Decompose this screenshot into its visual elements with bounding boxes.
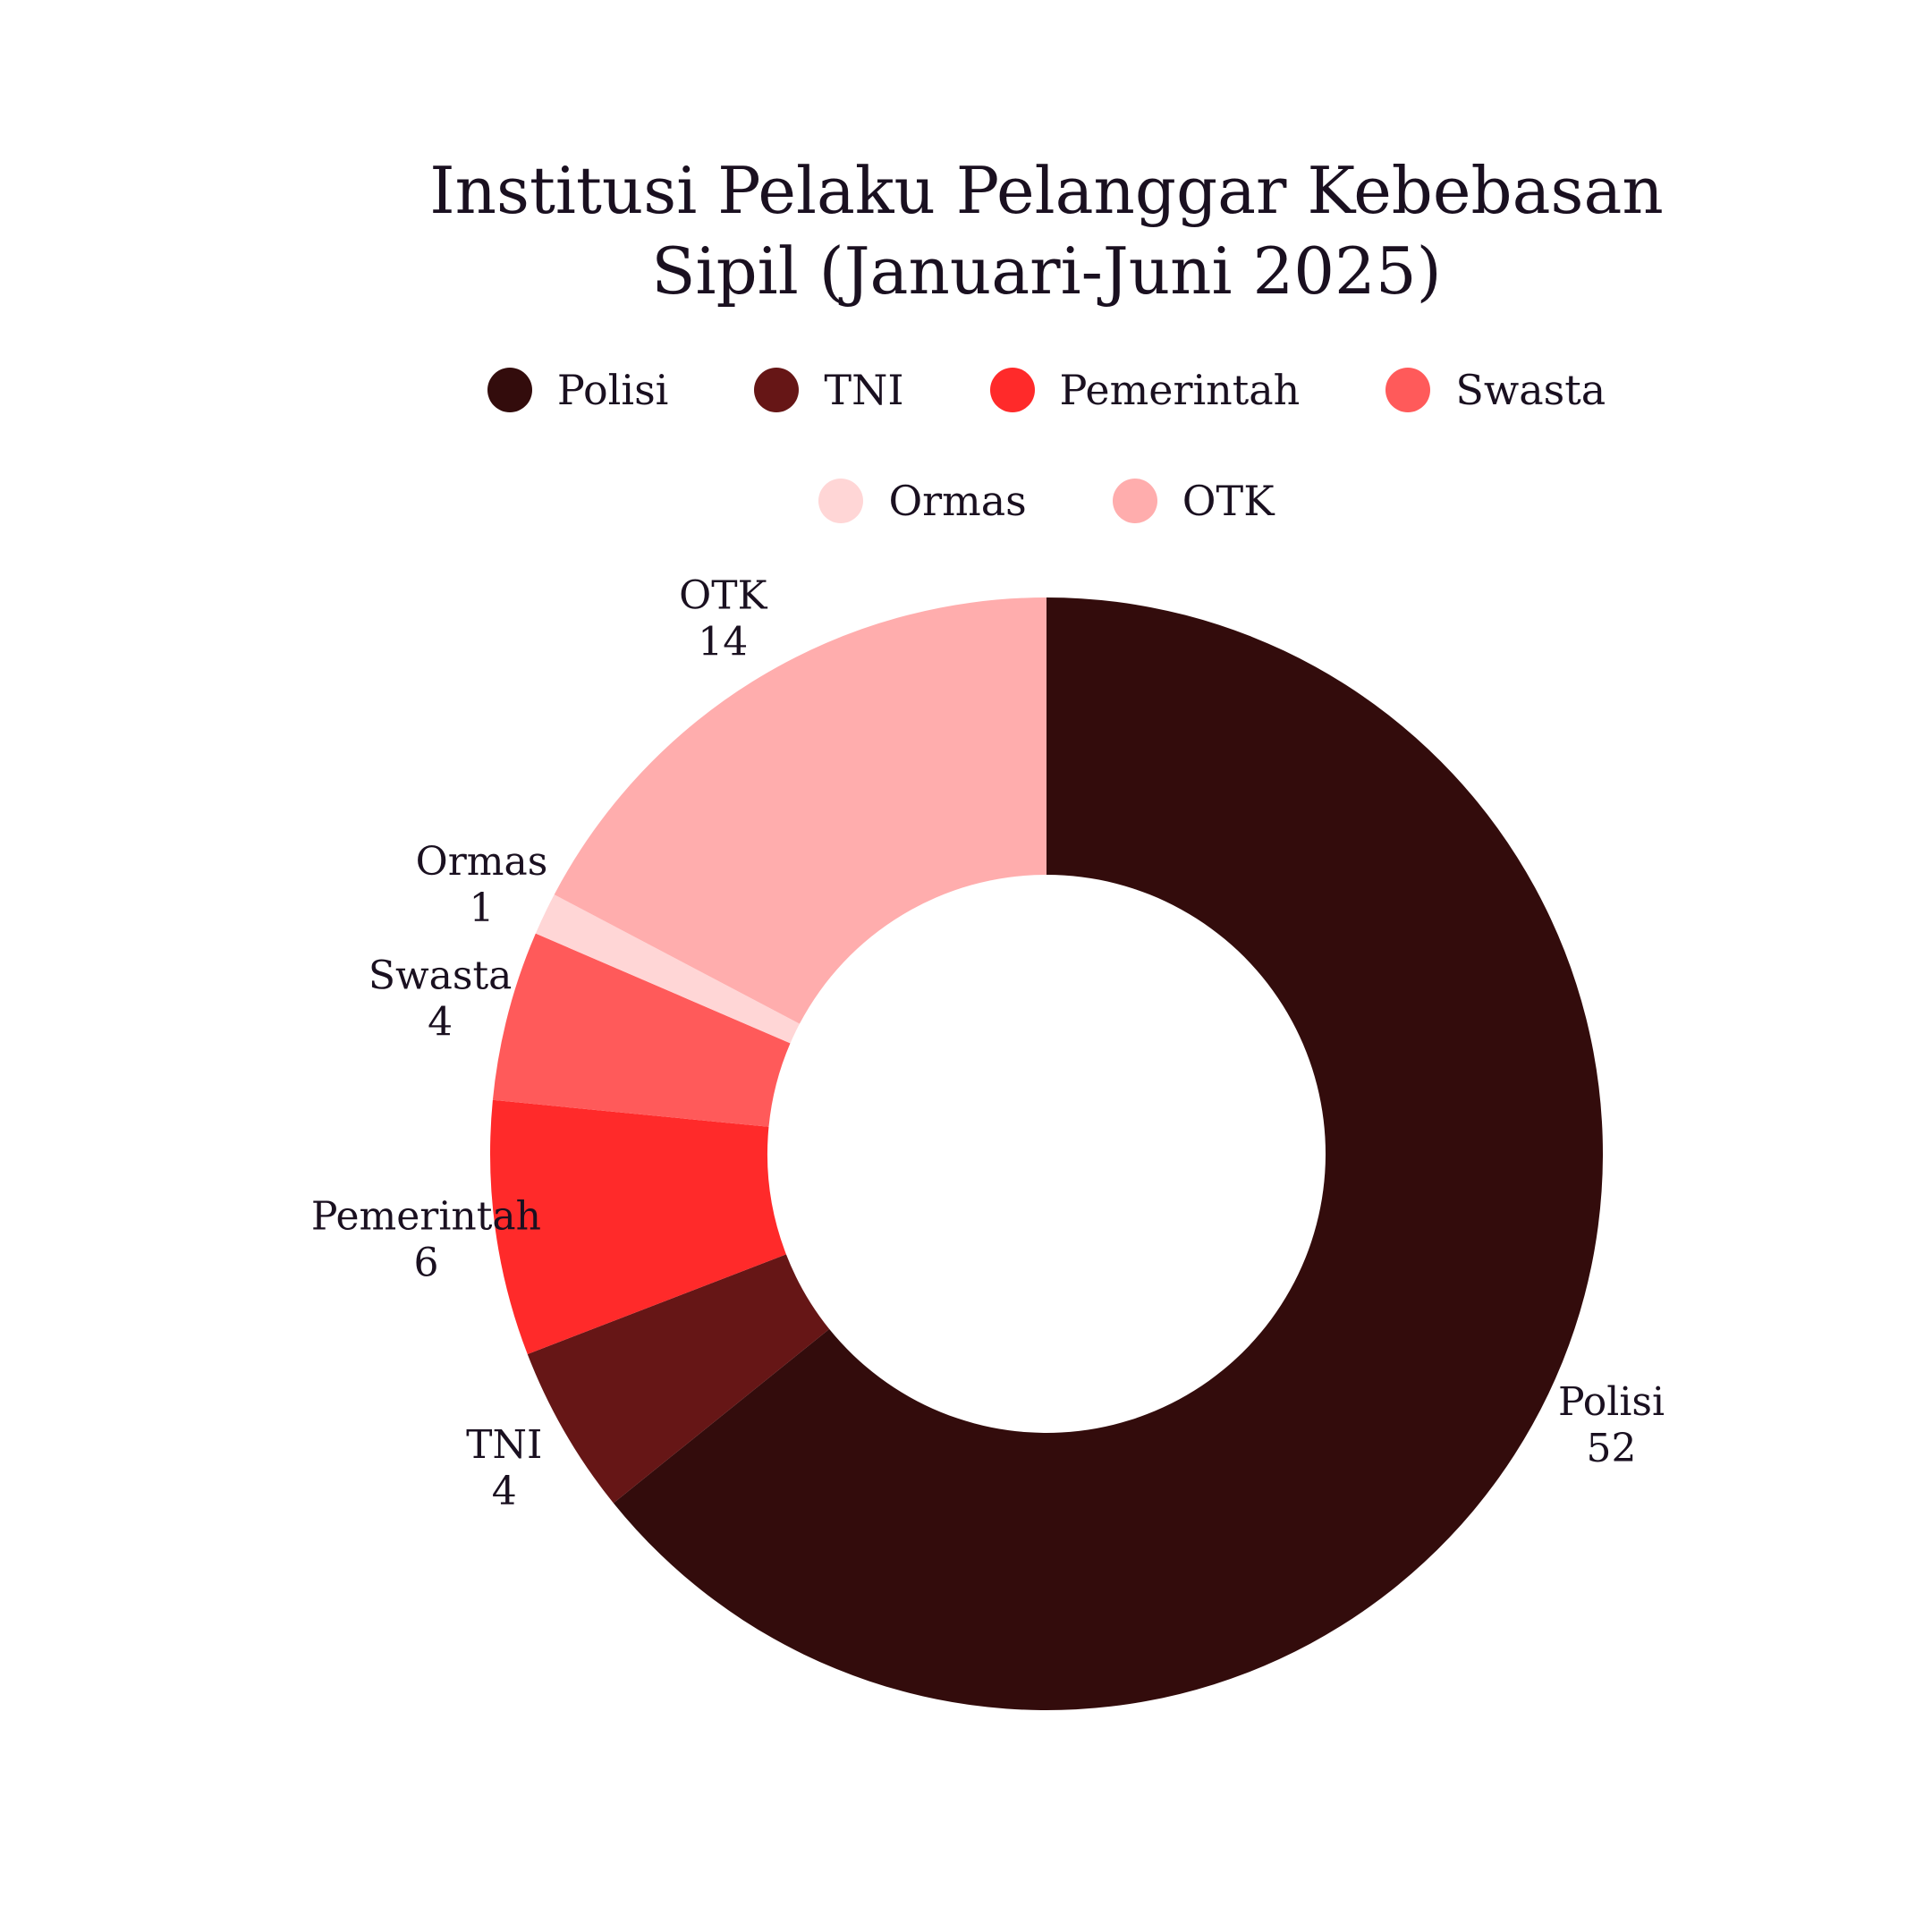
legend-label-swasta: Swasta [1455, 366, 1606, 414]
slice-polisi[interactable] [613, 597, 1604, 1711]
legend-item-ormas[interactable]: Ormas [818, 477, 1027, 525]
slice-label-value: 4 [428, 999, 453, 1045]
slice-label-polisi: Polisi 52 [1558, 1379, 1665, 1471]
legend-item-otk[interactable]: OTK [1112, 477, 1275, 525]
legend-swatch-swasta [1385, 368, 1431, 412]
chart-title: Institusi Pelaku Pelanggar Kebebasan Sip… [0, 150, 1932, 311]
slice-label-tni: TNI 4 [466, 1422, 542, 1514]
legend-item-tni[interactable]: TNI [754, 366, 904, 414]
legend-swatch-polisi [487, 368, 532, 412]
legend-swatch-ormas [818, 479, 864, 523]
slice-label-name: Ormas [416, 839, 548, 885]
slice-label-name: Polisi [1558, 1379, 1665, 1425]
legend-label-otk: OTK [1182, 477, 1275, 525]
slice-otk[interactable] [554, 597, 1046, 1024]
legend-row-1: Polisi TNI Pemerintah Swasta [0, 363, 1932, 417]
legend-item-pemerintah[interactable]: Pemerintah [989, 366, 1301, 414]
slice-tni[interactable] [527, 1254, 830, 1504]
slice-label-otk: OTK 14 [679, 573, 767, 665]
legend-swatch-tni [754, 368, 800, 412]
chart-title-line-2: Sipil (Januari-Juni 2025) [651, 233, 1442, 309]
legend-item-swasta[interactable]: Swasta [1385, 366, 1606, 414]
slice-pemerintah[interactable] [489, 1099, 786, 1355]
slice-label-name: Swasta [369, 953, 513, 998]
slice-label-value: 14 [698, 620, 748, 665]
legend-label-polisi: Polisi [556, 366, 669, 414]
chart-title-line-1: Institusi Pelaku Pelanggar Kebebasan [429, 153, 1664, 228]
legend-label-ormas: Ormas [888, 477, 1027, 525]
slice-label-pemerintah: Pemerintah 6 [311, 1194, 541, 1286]
slice-label-name: OTK [679, 573, 767, 619]
slice-label-value: 1 [469, 886, 494, 931]
legend-label-tni: TNI [824, 366, 904, 414]
legend-row-2: Ormas OTK [0, 474, 1932, 528]
slice-label-name: Pemerintah [311, 1194, 541, 1240]
slice-label-value: 4 [492, 1469, 517, 1514]
slice-label-name: TNI [466, 1422, 542, 1468]
slice-label-value: 6 [413, 1241, 438, 1286]
legend-swatch-otk [1112, 479, 1157, 523]
slice-label-value: 52 [1587, 1426, 1637, 1471]
legend-swatch-pemerintah [989, 368, 1035, 412]
legend-item-polisi[interactable]: Polisi [487, 366, 669, 414]
legend-label-pemerintah: Pemerintah [1059, 366, 1301, 414]
slice-label-swasta: Swasta 4 [369, 953, 513, 1045]
slice-ormas[interactable] [535, 894, 800, 1044]
slice-label-ormas: Ormas 1 [416, 839, 548, 931]
slice-swasta[interactable] [492, 933, 791, 1127]
